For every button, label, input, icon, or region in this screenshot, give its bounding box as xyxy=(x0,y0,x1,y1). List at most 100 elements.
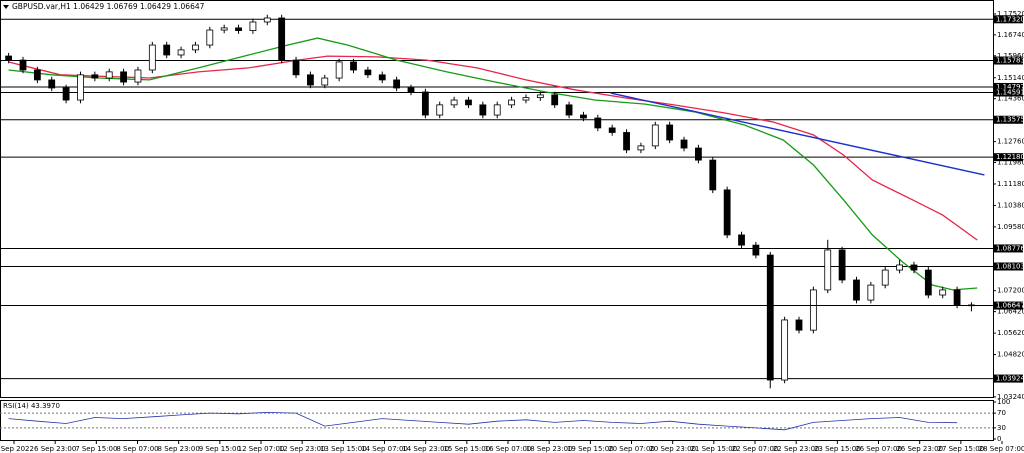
candle-body xyxy=(493,104,501,116)
level-label: 1.15783 xyxy=(996,57,1024,65)
x-tick-label: 27 Sep 15:00 xyxy=(937,445,984,453)
y-tick-label: 1.11980 xyxy=(997,159,1024,167)
candle-body xyxy=(436,104,444,116)
level-label: 1.08776 xyxy=(996,244,1024,252)
x-tick-label: 26 Sep 23:00 xyxy=(896,445,943,453)
x-tick-label: 6 Sep 23:00 xyxy=(34,445,76,453)
candle-body xyxy=(881,269,889,286)
x-tick-label: 26 Sep 07:00 xyxy=(855,445,902,453)
rsi-label: RSI(14) 43.3970 xyxy=(3,402,60,410)
x-tick-label: 12 Sep 07:00 xyxy=(238,445,285,453)
rsi-line xyxy=(8,411,958,431)
x-tick-label: 5 Sep 2022 xyxy=(0,445,34,453)
candle-body xyxy=(536,94,544,99)
level-box xyxy=(994,374,1023,383)
rsi-tick-label: 70 xyxy=(997,409,1006,417)
x-tick-label: 28 Sep 07:00 xyxy=(979,445,1024,453)
candle-body xyxy=(91,74,99,79)
y-tick-label: 1.11180 xyxy=(997,180,1024,188)
candle-body xyxy=(953,289,961,306)
level-label: 1.13575 xyxy=(996,116,1024,124)
candle-body xyxy=(407,87,415,93)
candle-body xyxy=(723,189,731,236)
x-tick-label: 12 Sep 23:00 xyxy=(279,445,326,453)
x-tick-label: 7 Sep 15:00 xyxy=(75,445,117,453)
y-tick-label: 1.14360 xyxy=(997,95,1024,103)
x-tick-label: 20 Sep 23:00 xyxy=(649,445,696,453)
rsi-panel xyxy=(0,400,994,441)
candle-body xyxy=(307,74,314,86)
moving-average xyxy=(8,37,978,291)
x-tick-label: 22 Sep 23:00 xyxy=(773,445,820,453)
x-tick-label: 21 Sep 15:00 xyxy=(690,445,737,453)
y-tick-label: 1.15960 xyxy=(997,52,1024,60)
y-tick-label: 1.16740 xyxy=(997,31,1024,39)
candle-body xyxy=(292,59,300,76)
candle-body xyxy=(766,254,774,381)
candle-body xyxy=(5,55,13,61)
candle-body xyxy=(19,59,27,71)
candle-body xyxy=(364,69,372,76)
candle-body xyxy=(867,284,875,301)
candle-body xyxy=(910,264,918,271)
menu-arrow[interactable] xyxy=(3,5,9,9)
level-box xyxy=(994,88,1023,97)
chart-title: GBPUSD.var,H1 1.06429 1.06769 1.06429 1.… xyxy=(12,2,205,11)
candle-body xyxy=(134,69,142,83)
candle-body xyxy=(450,99,458,106)
x-tick-label: 14 Sep 07:00 xyxy=(361,445,408,453)
x-tick-label: 20 Sep 07:00 xyxy=(608,445,655,453)
candle-body xyxy=(551,94,559,106)
x-tick-label: 22 Sep 07:00 xyxy=(732,445,779,453)
candle-body xyxy=(479,104,487,116)
candle-body xyxy=(206,29,214,46)
candle-body xyxy=(939,289,947,296)
current-price-label: 1.06647 xyxy=(996,302,1024,310)
x-tick-label: 8 Sep 23:00 xyxy=(158,445,200,453)
candle-body xyxy=(62,87,70,101)
candle-body xyxy=(795,319,803,331)
x-tick-label: 16 Sep 07:00 xyxy=(485,445,532,453)
level-box xyxy=(994,115,1023,124)
candle-body xyxy=(393,79,401,89)
candle-body xyxy=(421,91,429,116)
price-panel xyxy=(0,0,994,398)
x-tick-label: 9 Sep 15:00 xyxy=(199,445,241,453)
x-tick-label: 23 Sep 15:00 xyxy=(814,445,861,453)
y-tick-label: 1.07200 xyxy=(997,287,1024,295)
x-tick-label: 14 Sep 23:00 xyxy=(402,445,449,453)
candle-body xyxy=(781,319,789,381)
candle-body xyxy=(163,44,171,56)
candle-body xyxy=(924,269,932,296)
candle-body xyxy=(580,114,587,119)
candle-body xyxy=(637,145,645,151)
candle-body xyxy=(752,244,760,256)
x-tick-label: 13 Sep 15:00 xyxy=(320,445,367,453)
candle-body xyxy=(809,289,817,331)
level-box xyxy=(994,82,1023,91)
x-tick-label: 8 Sep 07:00 xyxy=(116,445,158,453)
candle-body xyxy=(335,61,343,79)
candle-body xyxy=(565,104,573,116)
y-tick-label: 1.12760 xyxy=(997,138,1024,146)
y-tick-label: 1.15140 xyxy=(997,74,1024,82)
candle-body xyxy=(896,264,903,271)
candle-body xyxy=(709,159,717,191)
y-tick-label: 1.05620 xyxy=(997,329,1024,337)
y-tick-label: 1.09580 xyxy=(997,223,1024,231)
level-box xyxy=(994,244,1023,253)
candle-body xyxy=(278,17,286,61)
candle-body xyxy=(680,139,688,149)
level-label: 1.08103 xyxy=(996,263,1024,271)
level-label: 1.14797 xyxy=(996,83,1024,91)
moving-average xyxy=(8,55,978,241)
candle-body xyxy=(105,71,113,79)
y-tick-label: 1.04820 xyxy=(997,351,1024,359)
rsi-tick-label: 30 xyxy=(997,424,1006,432)
candle-body xyxy=(824,249,832,291)
y-tick-label: 1.03240 xyxy=(997,393,1024,401)
x-tick-label: 19 Sep 15:00 xyxy=(567,445,614,453)
level-box xyxy=(994,56,1023,65)
candle-body xyxy=(350,61,357,71)
candle-body xyxy=(666,124,674,141)
